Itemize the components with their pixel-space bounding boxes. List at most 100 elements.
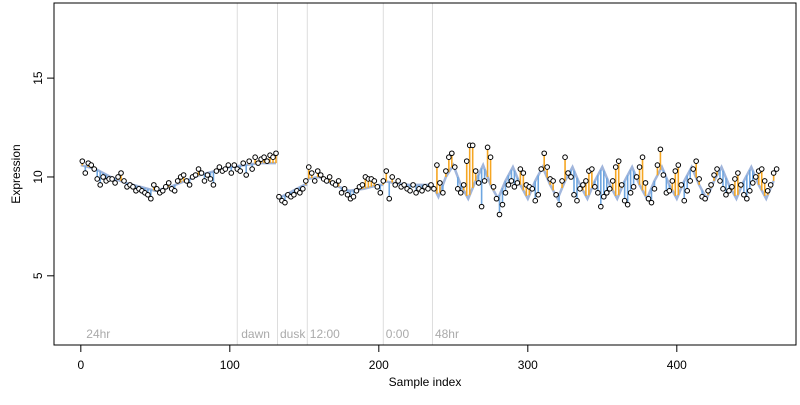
x-tick-label: 200 xyxy=(369,358,389,372)
data-point xyxy=(335,178,342,184)
data-point xyxy=(559,178,565,184)
data-point xyxy=(201,178,208,184)
data-point xyxy=(225,162,232,168)
phase-label: dawn xyxy=(241,327,270,341)
data-point xyxy=(684,188,691,194)
data-point xyxy=(574,197,580,204)
data-point xyxy=(112,180,118,186)
data-point xyxy=(749,180,756,186)
x-tick-label: 100 xyxy=(220,358,240,372)
data-point xyxy=(657,146,664,153)
data-point xyxy=(159,188,166,194)
data-point xyxy=(603,189,610,196)
data-point xyxy=(389,174,396,180)
data-point xyxy=(615,158,622,164)
phase-labels: 24hr dawn dusk 12:00 0:00 48hr xyxy=(86,327,459,341)
data-point xyxy=(198,170,205,176)
data-point xyxy=(386,195,393,202)
x-tick-label: 300 xyxy=(518,358,538,372)
phase-label: 48hr xyxy=(435,327,459,341)
data-point xyxy=(237,168,244,174)
data-point xyxy=(401,182,407,188)
data-point xyxy=(562,154,568,160)
data-point xyxy=(577,186,583,192)
phase-lines xyxy=(236,3,433,345)
data-point xyxy=(195,166,202,172)
data-point xyxy=(460,182,467,188)
data-point xyxy=(204,172,211,178)
data-point xyxy=(145,191,151,198)
data-point xyxy=(705,188,711,194)
data-point xyxy=(463,158,470,164)
data-point xyxy=(344,191,351,198)
data-point xyxy=(502,189,509,196)
data-point xyxy=(314,168,321,174)
data-point xyxy=(115,174,121,180)
data-point xyxy=(553,191,559,198)
data-point xyxy=(556,201,562,208)
data-point xyxy=(642,180,649,186)
data-point xyxy=(690,166,696,172)
data-point xyxy=(332,182,339,188)
data-point xyxy=(338,189,345,196)
data-point xyxy=(246,158,252,164)
data-point xyxy=(300,186,306,192)
data-point xyxy=(88,162,95,168)
data-point xyxy=(440,189,446,196)
plot-frame xyxy=(53,2,797,346)
data-point xyxy=(627,189,634,196)
phase-label: dusk xyxy=(280,327,306,341)
data-point xyxy=(517,166,524,172)
data-point xyxy=(490,184,497,190)
data-point xyxy=(118,170,124,176)
phase-label: 12:00 xyxy=(310,327,340,341)
y-axis: 5 10 15 xyxy=(31,71,55,279)
data-point xyxy=(621,197,628,204)
data-point xyxy=(79,158,86,164)
data-point xyxy=(413,189,419,196)
data-point xyxy=(767,182,774,188)
data-point xyxy=(693,158,699,164)
data-point xyxy=(261,154,267,160)
data-point xyxy=(496,211,503,218)
data-point xyxy=(97,182,103,188)
data-point xyxy=(493,195,500,202)
data-point xyxy=(231,162,238,168)
data-point xyxy=(109,176,115,182)
data-point xyxy=(708,182,714,188)
data-point xyxy=(121,178,127,184)
data-point xyxy=(678,182,685,188)
data-point xyxy=(499,201,506,208)
data-point xyxy=(600,193,607,200)
data-point xyxy=(228,170,235,176)
x-axis: 0 100 200 300 400 xyxy=(77,344,687,372)
data-point xyxy=(130,184,136,190)
data-point xyxy=(374,184,381,190)
data-point xyxy=(311,178,318,184)
data-point xyxy=(475,180,482,186)
data-point xyxy=(735,170,741,176)
data-point xyxy=(454,186,461,192)
data-point xyxy=(395,178,401,184)
data-point xyxy=(222,166,229,172)
data-point xyxy=(696,176,702,182)
data-point xyxy=(508,178,515,184)
data-point xyxy=(353,188,360,194)
data-point xyxy=(240,160,247,166)
data-points xyxy=(79,142,780,218)
data-point xyxy=(183,178,190,184)
data-point xyxy=(612,164,619,170)
data-point xyxy=(341,186,348,192)
data-point xyxy=(645,195,652,202)
data-point xyxy=(469,142,476,149)
data-point xyxy=(180,172,187,178)
data-point xyxy=(773,166,780,172)
data-point xyxy=(541,150,547,157)
data-point xyxy=(729,184,735,190)
data-point xyxy=(216,164,223,170)
data-point xyxy=(481,178,488,184)
data-point xyxy=(565,170,571,176)
data-point xyxy=(162,184,169,190)
data-point xyxy=(484,144,491,151)
